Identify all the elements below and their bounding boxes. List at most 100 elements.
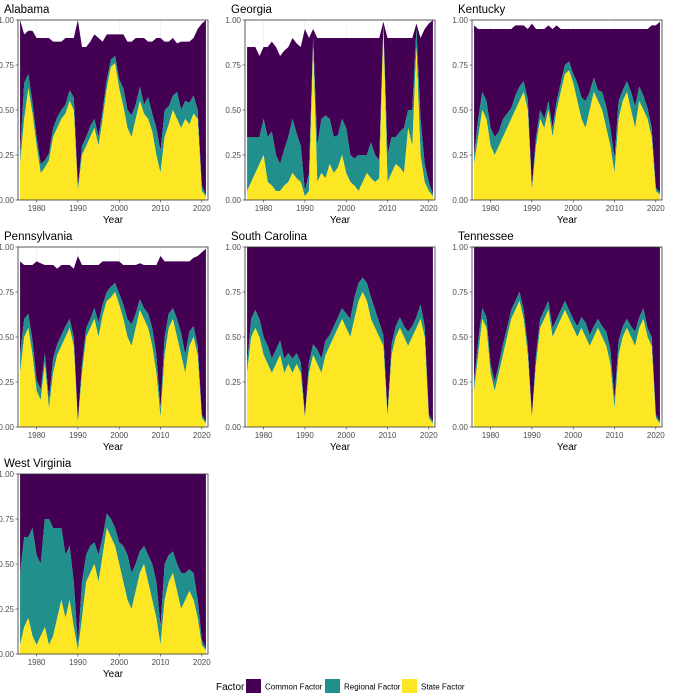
x-tick-label: 1980	[28, 204, 46, 213]
y-tick-label: 0.50	[452, 333, 468, 342]
y-tick-label: 0.75	[0, 515, 15, 524]
y-tick-label: 0.25	[0, 151, 15, 160]
y-tick-label: 1.00	[225, 243, 241, 252]
area-regional-factor	[474, 61, 660, 195]
legend-key	[246, 679, 261, 693]
x-tick-label: 1990	[523, 431, 541, 440]
x-tick-label: 2020	[193, 204, 211, 213]
y-tick-label: 0.75	[0, 61, 15, 70]
x-tick-label: 2010	[152, 204, 170, 213]
x-tick-label: 1980	[482, 204, 500, 213]
x-tick-label: 1990	[523, 204, 541, 213]
y-tick-label: 0.00	[0, 650, 15, 659]
area-state-factor	[474, 301, 660, 427]
y-tick-label: 1.00	[452, 16, 468, 25]
x-tick-label: 2000	[110, 658, 128, 667]
y-tick-label: 1.00	[225, 16, 241, 25]
area-common-factor	[20, 474, 206, 649]
area-common-factor	[247, 247, 433, 422]
x-tick-label: 2000	[110, 204, 128, 213]
x-tick-label: 1980	[28, 431, 46, 440]
area-regional-factor	[474, 292, 660, 424]
area-regional-factor	[247, 25, 433, 197]
y-tick-label: 0.25	[452, 378, 468, 387]
y-tick-label: 0.50	[0, 106, 15, 115]
panel-title: Pennsylvania	[4, 231, 73, 243]
y-tick-label: 1.00	[0, 470, 15, 479]
panel-title: Tennessee	[458, 231, 514, 243]
area-common-factor	[474, 247, 660, 422]
y-tick-label: 0.75	[452, 61, 468, 70]
x-tick-label: 2010	[379, 204, 397, 213]
y-tick-label: 0.75	[225, 288, 241, 297]
y-tick-label: 0.75	[0, 288, 15, 297]
legend: Factor Common Factor Regional Factor State …	[216, 679, 465, 693]
x-axis-title: Year	[330, 442, 351, 453]
area-common-factor	[247, 20, 433, 195]
y-tick-label: 0.00	[225, 196, 241, 205]
area-state-factor	[20, 63, 206, 201]
y-tick-label: 0.50	[0, 333, 15, 342]
area-state-factor	[247, 29, 433, 200]
y-tick-label: 0.25	[0, 605, 15, 614]
x-tick-label: 1990	[296, 204, 314, 213]
x-tick-label: 1990	[296, 431, 314, 440]
x-tick-label: 1990	[69, 658, 87, 667]
x-tick-label: 2010	[152, 431, 170, 440]
x-tick-label: 1980	[255, 204, 273, 213]
x-tick-label: 1990	[69, 204, 87, 213]
panel-south-carolina: South Carolina 0.00 0.25 0.50 0.75 1.00 1980 19…	[225, 231, 438, 453]
area-common-factor	[20, 248, 206, 422]
y-tick-label: 0.00	[452, 423, 468, 432]
legend-title: Factor	[216, 682, 245, 693]
y-tick-label: 0.25	[0, 378, 15, 387]
panel-tennessee: Tennessee 0.00 0.25 0.50 0.75 1.00 1980 1990 200…	[452, 231, 665, 453]
y-tick-label: 0.50	[225, 333, 241, 342]
faceted-area-chart: Alabama 0.00 0.25 0.50 0.75 1.00 1980 1990 2000 2…	[0, 4, 665, 677]
legend-label: Common Factor	[265, 683, 323, 692]
panel-alabama: Alabama 0.00 0.25 0.50 0.75 1.00 1980 1990 2000 2…	[0, 4, 211, 226]
area-state-factor	[20, 292, 206, 427]
x-axis-title: Year	[103, 215, 124, 226]
y-tick-label: 1.00	[0, 16, 15, 25]
x-tick-label: 2000	[337, 204, 355, 213]
x-tick-label: 1980	[28, 658, 46, 667]
area-regional-factor	[20, 283, 206, 424]
panel-pennsylvania: Pennsylvania 0.00 0.25 0.50 0.75 1.00 1980 1990…	[0, 231, 211, 453]
panel-title: Kentucky	[458, 4, 506, 16]
x-tick-label: 2010	[379, 431, 397, 440]
panel-title: West Virginia	[4, 458, 72, 470]
x-tick-label: 2010	[606, 204, 624, 213]
x-axis-title: Year	[330, 215, 351, 226]
panel-georgia: Georgia 0.00 0.25 0.50 0.75 1.00 1980 1990 2000 2…	[225, 4, 438, 226]
y-tick-label: 0.50	[225, 106, 241, 115]
y-tick-label: 0.00	[225, 423, 241, 432]
y-tick-label: 0.00	[0, 423, 15, 432]
area-state-factor	[474, 70, 660, 201]
area-common-factor	[20, 20, 206, 195]
x-tick-label: 1990	[69, 431, 87, 440]
x-axis-title: Year	[103, 669, 124, 677]
legend-key	[325, 679, 340, 693]
y-tick-label: 0.00	[0, 196, 15, 205]
y-tick-label: 0.50	[452, 106, 468, 115]
area-regional-factor	[20, 56, 206, 197]
x-tick-label: 1980	[255, 431, 273, 440]
x-tick-label: 2010	[606, 431, 624, 440]
x-axis-title: Year	[103, 442, 124, 453]
x-tick-label: 2000	[564, 431, 582, 440]
x-tick-label: 2000	[110, 431, 128, 440]
panel-title: Alabama	[4, 4, 50, 16]
y-tick-label: 0.25	[452, 151, 468, 160]
x-axis-title: Year	[557, 215, 578, 226]
legend-label: State Factor	[421, 683, 465, 692]
x-tick-label: 2020	[193, 431, 211, 440]
area-common-factor	[474, 21, 660, 193]
x-tick-label: 2020	[420, 204, 438, 213]
y-tick-label: 0.75	[452, 288, 468, 297]
x-axis-title: Year	[557, 442, 578, 453]
area-state-factor	[20, 528, 206, 654]
x-tick-label: 2000	[564, 204, 582, 213]
x-tick-label: 2020	[647, 204, 665, 213]
y-tick-label: 0.25	[225, 378, 241, 387]
